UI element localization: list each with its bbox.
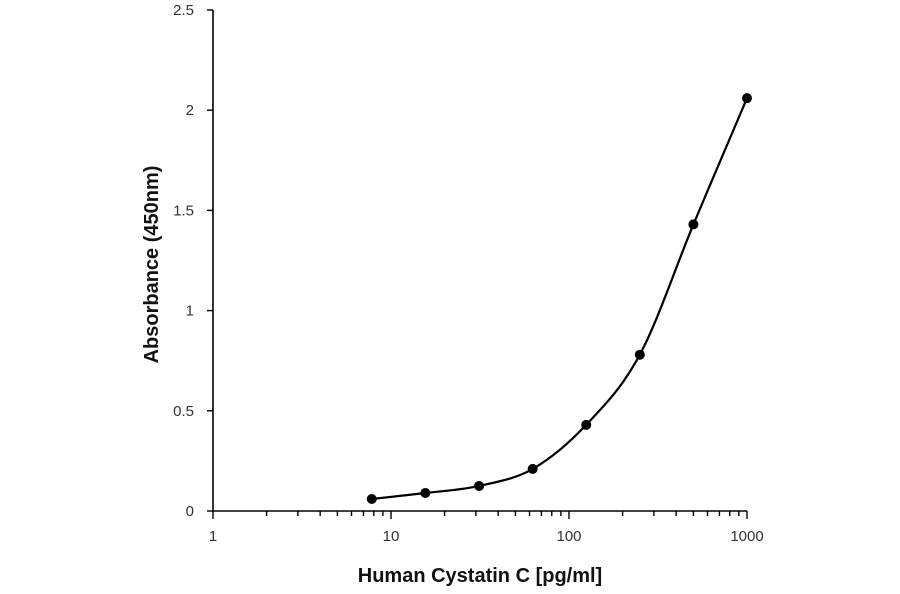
data-point [581, 419, 592, 430]
x-tick-label: 10 [383, 528, 400, 545]
data-point [474, 480, 485, 491]
y-tick-label: 2.5 [173, 2, 194, 19]
y-tick-label: 0.5 [173, 403, 194, 420]
y-tick-label: 2 [186, 102, 194, 119]
y-tick-label: 0 [186, 503, 194, 520]
y-axis-title: Absorbance (450nm) [141, 166, 163, 364]
data-point [634, 349, 645, 360]
data-point [742, 93, 752, 104]
x-axis-ticks: 1 10 100 1000 [209, 511, 764, 545]
y-axis-ticks: 0 0.5 1 1.5 2 2.5 [173, 2, 213, 520]
x-tick-label: 1000 [730, 528, 763, 545]
series-curve [371, 97, 749, 501]
y-tick-label: 1 [186, 303, 194, 320]
data-point [420, 487, 431, 498]
y-tick-label: 1.5 [173, 202, 194, 219]
data-point [527, 463, 538, 474]
data-point [366, 493, 377, 504]
x-tick-label: 1 [209, 528, 217, 545]
data-point [688, 219, 699, 230]
x-axis-title: Human Cystatin C [pg/ml] [358, 565, 602, 587]
x-tick-label: 100 [556, 528, 581, 545]
data-points [366, 93, 752, 504]
